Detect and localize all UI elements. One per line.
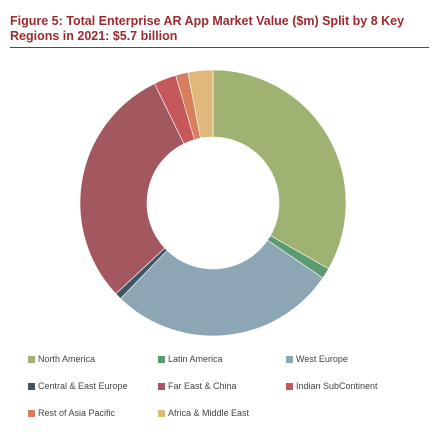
legend-label: Far East & China [168, 381, 237, 391]
legend-swatch [28, 355, 35, 363]
slice-far-east-china [79, 83, 185, 295]
legend-item-north-america: North America [28, 354, 95, 364]
slice-africa-middle-east [187, 69, 214, 139]
chart-title: Figure 5: Total Enterprise AR App Market… [10, 14, 405, 43]
legend-item-africa-middle-east: Africa & Middle East [158, 408, 249, 418]
legend-label: Central & East Europe [38, 381, 128, 391]
legend-item-far-east-china: Far East & China [158, 381, 237, 391]
legend-swatch [286, 382, 293, 390]
legend-swatch [158, 409, 165, 417]
legend-label: North America [38, 354, 96, 364]
legend-swatch [158, 355, 165, 363]
slice-west-europe [120, 239, 324, 337]
legend-item-rest-of-asia-pacific: Rest of Asia Pacific [28, 408, 115, 418]
legend-label: Africa & Middle East [168, 408, 250, 418]
legend-label: Latin America [168, 354, 223, 364]
legend-label: West Europe [296, 354, 348, 364]
legend-item-latin-america: Latin America [158, 354, 223, 364]
legend-item-central-east-europe: Central & East Europe [28, 381, 128, 391]
title-divider [10, 47, 429, 48]
slice-north-america [212, 69, 347, 270]
legend-item-indian-subcontinent: Indian SubContinent [286, 381, 378, 391]
legend-swatch [158, 382, 165, 390]
legend-swatch [286, 355, 293, 363]
legend-label: Indian SubContinent [296, 381, 378, 391]
legend-swatch [28, 382, 35, 390]
legend-swatch [28, 409, 35, 417]
legend-item-west-europe: West Europe [286, 354, 348, 364]
legend-label: Rest of Asia Pacific [38, 408, 116, 418]
